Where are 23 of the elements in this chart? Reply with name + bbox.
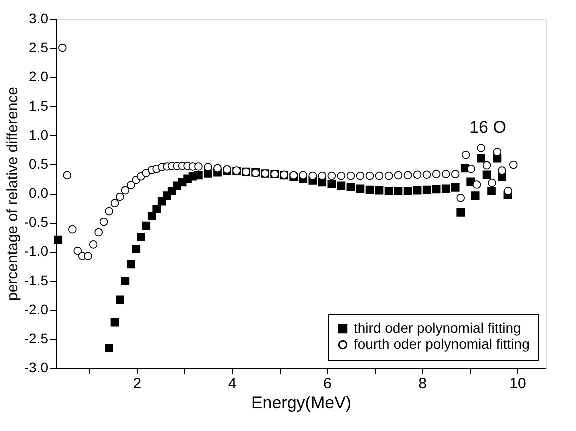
y-tick-label: 3.0 [29,10,49,26]
y-tick-label: -1.0 [24,243,49,260]
y-tick-label: -1.5 [24,272,49,288]
y-axis-title: percentage of relative difference [4,86,22,302]
y-tick-label: -3.0 [24,360,49,376]
x-tick-label: 2 [133,376,142,392]
legend-label: fourth oder polynomial fitting [354,336,530,352]
y-tick-label: -2.0 [24,301,49,318]
y-tick-label: 0.5 [29,156,49,172]
y-tick-label: 1.5 [29,98,49,114]
x-tick-label: 8 [418,376,427,392]
x-axis-title: Energy(MeV) [251,394,352,412]
y-tick-label: 2.5 [29,40,49,56]
y-tick-label: -2.5 [24,330,49,346]
y-tick-label: 2.0 [29,68,49,85]
x-tick-label: 4 [228,376,237,392]
x-tick-label: 10 [510,376,526,392]
legend-label: third oder polynomial fitting [354,320,522,336]
x-tick-label: 6 [323,376,332,392]
y-tick-label: 1.0 [29,126,49,143]
annotation: 16 O [470,118,506,137]
y-tick-label: -0.5 [24,214,49,230]
y-tick-label: 0.0 [29,185,49,201]
